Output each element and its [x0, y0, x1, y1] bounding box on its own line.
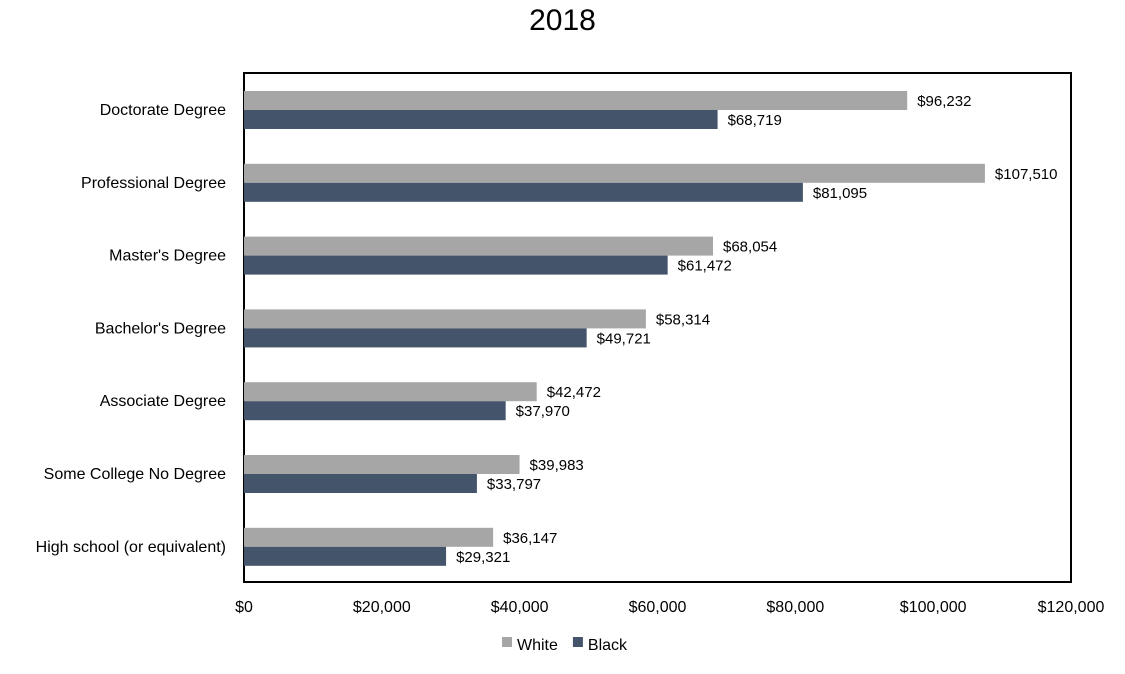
data-label: $68,719	[728, 112, 782, 129]
data-label: $39,983	[530, 457, 584, 474]
category-label: Bachelor's Degree	[95, 320, 226, 337]
bar-black	[244, 110, 718, 129]
data-label: $68,054	[723, 239, 777, 256]
category-label: High school (or equivalent)	[36, 539, 226, 556]
data-label: $37,970	[516, 403, 570, 420]
legend: White Black	[502, 637, 628, 654]
bar-white	[244, 236, 714, 256]
data-label: $81,095	[813, 185, 867, 202]
data-label: $49,721	[597, 330, 651, 347]
data-label: $107,510	[995, 166, 1058, 183]
bar-white	[244, 309, 646, 329]
category-label: Professional Degree	[81, 175, 226, 192]
category-label: Associate Degree	[100, 393, 226, 410]
category-label: Master's Degree	[109, 248, 226, 265]
bar-white	[244, 163, 985, 183]
bar-white	[244, 91, 908, 110]
legend-label-black: Black	[588, 637, 628, 654]
x-tick-label: $20,000	[353, 599, 411, 616]
x-tick-label: $40,000	[491, 599, 549, 616]
data-label: $58,314	[656, 311, 710, 328]
data-label: $42,472	[547, 384, 601, 401]
bar-black	[244, 328, 587, 348]
data-label: $33,797	[487, 476, 541, 493]
x-tick-label: $100,000	[900, 599, 967, 616]
bar-black	[244, 546, 447, 566]
data-label: $96,232	[917, 93, 971, 110]
x-tick-label: $80,000	[766, 599, 824, 616]
bar-black	[244, 255, 668, 275]
bar-white	[244, 527, 494, 547]
bar-white	[244, 382, 537, 402]
data-label: $36,147	[503, 530, 557, 547]
legend-label-white: White	[517, 637, 558, 654]
legend-swatch-white	[502, 637, 512, 647]
chart-title: 2018	[529, 4, 596, 37]
category-label: Doctorate Degree	[100, 102, 226, 119]
category-label: Some College No Degree	[44, 466, 226, 483]
bar-white	[244, 455, 520, 474]
data-label: $29,321	[456, 549, 510, 566]
data-label: $61,472	[678, 258, 732, 275]
legend-swatch-black	[572, 637, 583, 647]
x-tick-label: $60,000	[629, 599, 687, 616]
bar-black	[244, 474, 477, 493]
x-tick-label: $0	[235, 599, 253, 616]
x-tick-label: $120,000	[1038, 599, 1105, 616]
bar-black	[244, 182, 803, 202]
bar-black	[244, 401, 506, 421]
